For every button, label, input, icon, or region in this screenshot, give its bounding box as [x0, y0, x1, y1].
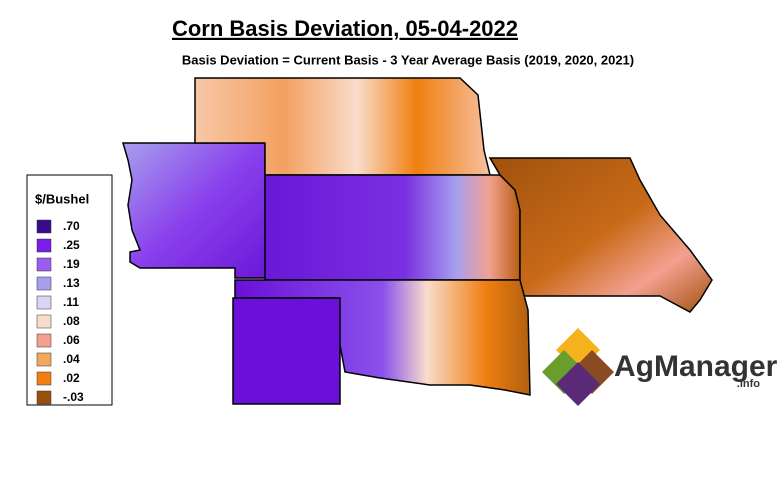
- state-missouri: [488, 157, 713, 313]
- logo-name: AgManager: [614, 350, 778, 383]
- legend-swatch: [36, 371, 52, 386]
- legend-swatch: [36, 295, 52, 310]
- legend: $/Bushel .70 .25 .19 .13 .11 .08 .06 .04 .02 -.03: [26, 174, 113, 406]
- map: [121, 77, 713, 405]
- legend-label: .08: [63, 314, 80, 328]
- legend-title: $/Bushel: [35, 191, 89, 206]
- legend-label: -.03: [63, 390, 84, 404]
- legend-swatch: [36, 219, 52, 234]
- subtitle: Basis Deviation = Current Basis - 3 Year…: [182, 52, 634, 67]
- legend-swatch: [36, 333, 52, 348]
- legend-label: .06: [63, 333, 80, 347]
- legend-swatch: [36, 257, 52, 272]
- legend-label: .13: [63, 276, 80, 290]
- legend-swatch: [36, 314, 52, 329]
- legend-label: .11: [63, 295, 79, 309]
- oklahoma-panhandle: [232, 297, 341, 405]
- title: Corn Basis Deviation, 05-04-2022: [172, 16, 518, 41]
- logo-suffix: .info: [737, 378, 760, 390]
- legend-label: .19: [63, 257, 80, 271]
- legend-label: .04: [63, 352, 80, 366]
- legend-swatch: [36, 352, 52, 367]
- state-kansas: [264, 174, 521, 281]
- legend-items: .70 .25 .19 .13 .11 .08 .06 .04 .02 -.03: [36, 219, 84, 405]
- legend-swatch: [36, 390, 52, 405]
- legend-label: .02: [63, 371, 80, 385]
- state-colorado: [121, 142, 266, 279]
- legend-swatch: [36, 238, 52, 253]
- legend-label: .25: [63, 238, 80, 252]
- legend-swatch: [36, 276, 52, 291]
- logo: AgManager .info: [542, 328, 778, 406]
- logo-tile: [556, 362, 600, 406]
- legend-label: .70: [63, 219, 80, 233]
